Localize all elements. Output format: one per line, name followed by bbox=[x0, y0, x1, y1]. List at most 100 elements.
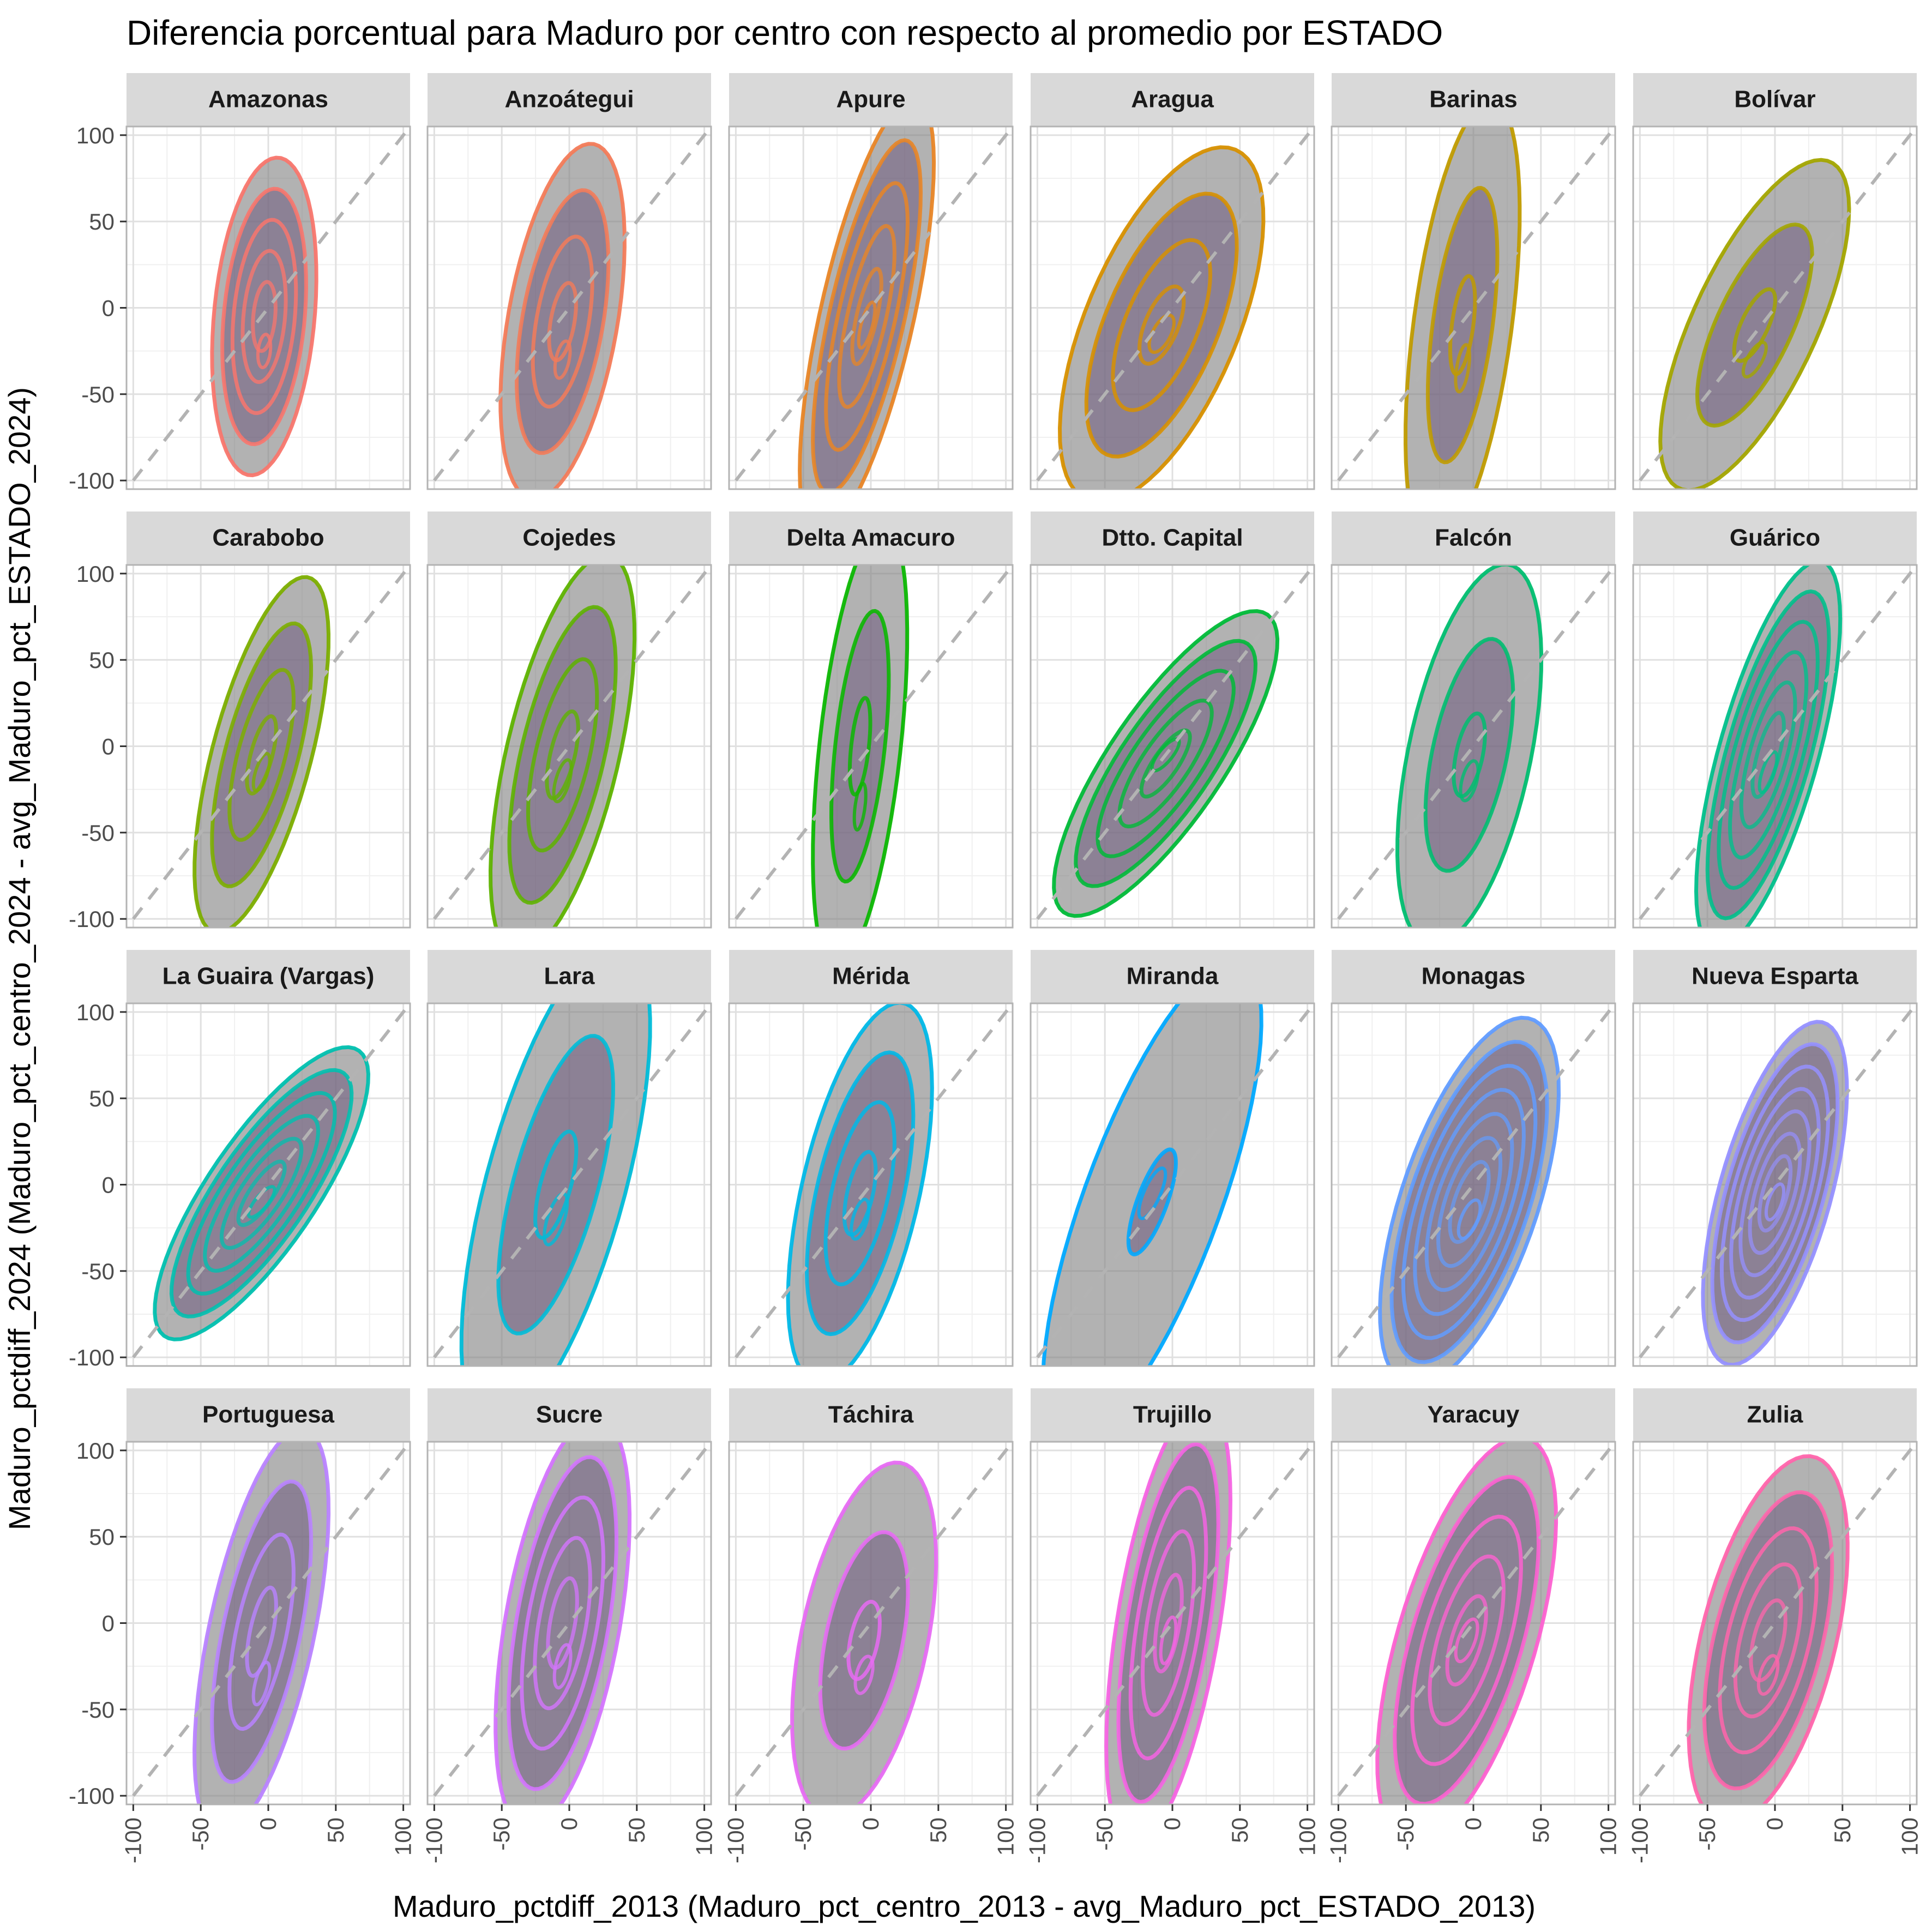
facet-sucre: Sucre -100 -50 0 50 100 bbox=[421, 1388, 717, 1863]
facet-guarico: Guárico bbox=[1632, 511, 1918, 929]
x-tick-label: 0 bbox=[1762, 1817, 1787, 1830]
density-core-contour bbox=[1137, 1166, 1167, 1220]
facet-falcon: Falcón bbox=[1331, 511, 1616, 929]
facet-title: Yaracuy bbox=[1428, 1401, 1520, 1428]
density-core-contour bbox=[1454, 343, 1471, 394]
density-contour-level-4 bbox=[1141, 1529, 1196, 1717]
y-tick-label: -100 bbox=[69, 1345, 115, 1370]
density-contours bbox=[1104, 1442, 1232, 1804]
x-tick-label: 50 bbox=[1227, 1817, 1253, 1843]
y-tick-label: 100 bbox=[76, 1438, 115, 1464]
facet-title: Dtto. Capital bbox=[1102, 525, 1243, 551]
facet-grid: Amazonas -100 -50 0 50 100 Anzoátegui Apure Arag… bbox=[69, 73, 1923, 1863]
density-contour-level-2 bbox=[507, 1455, 618, 1791]
density-contour-level-3 bbox=[227, 1532, 296, 1731]
facet-la-guaira-vargas: La Guaira (Vargas) -100 -50 0 50 100 bbox=[69, 950, 411, 1370]
panel-border bbox=[1030, 1002, 1315, 1367]
density-contours bbox=[1404, 127, 1522, 489]
facet-strip bbox=[729, 1388, 1013, 1441]
density-contour-level-5 bbox=[219, 1136, 304, 1250]
x-tick-label: 50 bbox=[925, 1817, 951, 1843]
density-core-contour bbox=[1741, 340, 1768, 379]
density-core-contour bbox=[1456, 1198, 1482, 1241]
density-contour-level-3 bbox=[531, 234, 594, 409]
facet-title: Guárico bbox=[1730, 525, 1820, 551]
density-core-contour bbox=[553, 339, 572, 380]
facet-strip bbox=[1633, 511, 1917, 564]
density-contour-level-4 bbox=[245, 1585, 278, 1678]
facet-strip bbox=[1633, 73, 1917, 126]
density-contour-level-3 bbox=[824, 181, 910, 452]
facet-title: Delta Amacuro bbox=[787, 525, 955, 551]
chart-title: Diferencia porcentual para Maduro por ce… bbox=[127, 13, 1443, 52]
x-axis-label: Maduro_pctdiff_2013 (Maduro_pct_centro_2… bbox=[393, 1889, 1536, 1923]
y-tick-label: 50 bbox=[89, 1524, 115, 1550]
x-tick-label: 0 bbox=[556, 1817, 582, 1830]
x-tick-label: -50 bbox=[790, 1817, 816, 1851]
facet-zulia: Zulia -100 -50 0 50 100 bbox=[1627, 1388, 1923, 1863]
facet-lara: Lara bbox=[426, 950, 712, 1367]
facet-aragua: Aragua bbox=[1030, 73, 1315, 490]
density-contour-level-6 bbox=[236, 1159, 287, 1227]
facet-strip bbox=[428, 73, 711, 126]
x-tick-label: 50 bbox=[624, 1817, 649, 1843]
density-contour-level-5 bbox=[850, 267, 883, 366]
density-contour-level-7 bbox=[1757, 1154, 1793, 1233]
x-tick-label: 100 bbox=[1897, 1817, 1923, 1856]
density-contour-level-5 bbox=[546, 1576, 579, 1670]
x-tick-label: 50 bbox=[1829, 1817, 1855, 1843]
facet-strip bbox=[127, 1388, 410, 1441]
density-contour-level-5 bbox=[1739, 680, 1797, 829]
facet-strip bbox=[428, 511, 711, 564]
facet-merida: Mérida bbox=[728, 950, 1014, 1367]
density-contour-level-7 bbox=[1448, 1160, 1491, 1244]
panel-border bbox=[426, 125, 712, 490]
density-contour-level-2 bbox=[1702, 1490, 1834, 1791]
facet-yaracuy: Yaracuy -100 -50 0 50 100 bbox=[1325, 1388, 1621, 1863]
density-contours bbox=[210, 155, 318, 478]
density-contour-level-2 bbox=[220, 186, 308, 447]
y-axis-label: Maduro_pctdiff_2024 (Maduro_pct_centro_2… bbox=[2, 387, 37, 1530]
panel-border bbox=[1331, 564, 1616, 929]
density-contours bbox=[1375, 1442, 1558, 1804]
density-contours bbox=[1701, 1020, 1849, 1366]
x-tick-label: 0 bbox=[255, 1817, 281, 1830]
x-tick-label: 50 bbox=[1528, 1817, 1554, 1843]
panel-border bbox=[728, 125, 1014, 490]
density-contour-level-3 bbox=[186, 1091, 337, 1296]
facet-strip bbox=[1031, 1388, 1314, 1441]
y-tick-label: 100 bbox=[76, 123, 115, 148]
facet-tachira: Táchira -100 -50 0 50 100 bbox=[723, 1388, 1019, 1863]
x-tick-label: -100 bbox=[1627, 1817, 1652, 1863]
density-core-contour bbox=[256, 333, 273, 370]
facet-title: La Guaira (Vargas) bbox=[162, 963, 375, 990]
density-contour-level-4 bbox=[1733, 1562, 1803, 1719]
facet-nueva-esparta: Nueva Esparta bbox=[1632, 950, 1918, 1367]
density-contour-level-2 bbox=[805, 1050, 916, 1337]
density-contour-level-3 bbox=[230, 218, 298, 416]
density-contour-level-4 bbox=[1137, 284, 1186, 366]
density-contour-level-3 bbox=[1111, 238, 1212, 412]
density-contour-level-5 bbox=[1424, 1112, 1514, 1292]
density-contours bbox=[1395, 565, 1544, 928]
y-tick-label: -100 bbox=[69, 1783, 115, 1809]
density-contour-level-6 bbox=[1748, 1131, 1802, 1255]
facet-anzoategui: Anzoátegui bbox=[426, 73, 712, 490]
facet-apure: Apure bbox=[728, 73, 1014, 490]
panel-border bbox=[1030, 564, 1315, 929]
panel-border bbox=[1632, 564, 1918, 929]
facet-strip bbox=[127, 511, 410, 564]
density-contour-level-5 bbox=[1139, 728, 1192, 799]
density-core-contour bbox=[852, 781, 868, 832]
y-tick-label: 50 bbox=[89, 209, 115, 234]
facet-strip bbox=[729, 950, 1013, 1003]
x-tick-label: -50 bbox=[1092, 1817, 1117, 1851]
x-tick-label: -100 bbox=[1325, 1817, 1351, 1863]
density-contour-level-6 bbox=[1750, 711, 1786, 799]
panel-border bbox=[1331, 125, 1616, 490]
density-contour-level-6 bbox=[1436, 1136, 1503, 1268]
facet-cojedes: Cojedes bbox=[426, 511, 712, 929]
facet-title: Nueva Esparta bbox=[1692, 963, 1858, 990]
density-contour-level-4 bbox=[1428, 1554, 1506, 1726]
facet-title: Apure bbox=[836, 86, 905, 113]
